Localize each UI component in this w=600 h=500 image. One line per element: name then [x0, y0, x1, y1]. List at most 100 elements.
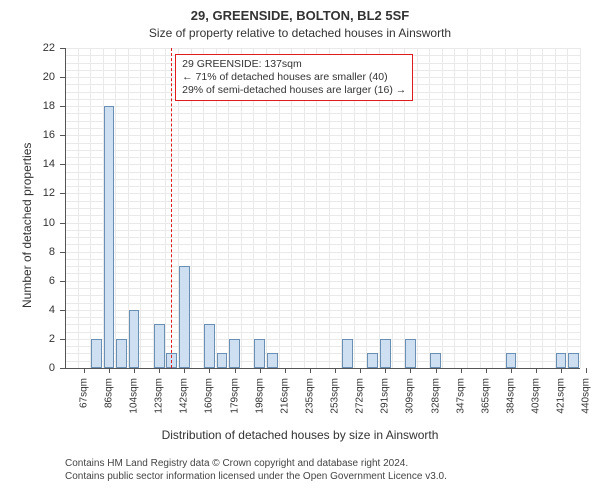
grid-line-vertical: [480, 48, 481, 368]
x-tick-label: 67sqm: [78, 378, 89, 426]
grid-line-horizontal: [65, 121, 580, 122]
grid-line-horizontal: [65, 106, 580, 107]
y-tick-label: 2: [0, 333, 55, 345]
grid-line-vertical: [140, 48, 141, 368]
histogram-bar: [506, 353, 517, 368]
grid-line-horizontal: [65, 324, 580, 325]
grid-line-horizontal: [65, 259, 580, 260]
grid-line-horizontal: [65, 135, 580, 136]
grid-line-horizontal: [65, 361, 580, 362]
y-tick-label: 16: [0, 129, 55, 141]
grid-line-vertical: [417, 48, 418, 368]
y-tick-label: 4: [0, 304, 55, 316]
y-tick-label: 14: [0, 158, 55, 170]
x-tick-label: 235sqm: [304, 378, 315, 426]
grid-line-horizontal: [65, 150, 580, 151]
histogram-bar: [430, 353, 441, 368]
grid-line-vertical: [492, 48, 493, 368]
histogram-bar: [104, 106, 115, 368]
chart-title: 29, GREENSIDE, BOLTON, BL2 5SF: [0, 8, 600, 23]
grid-line-vertical: [153, 48, 154, 368]
x-axis-line: [65, 368, 580, 369]
footnote-line-1: Contains HM Land Registry data © Crown c…: [65, 458, 447, 471]
x-tick-label: 403sqm: [531, 378, 542, 426]
grid-line-vertical: [165, 48, 166, 368]
x-tick-label: 309sqm: [405, 378, 416, 426]
grid-line-vertical: [555, 48, 556, 368]
grid-line-vertical: [90, 48, 91, 368]
x-tick-label: 440sqm: [581, 378, 592, 426]
histogram-bar: [179, 266, 190, 368]
x-tick-label: 198sqm: [254, 378, 265, 426]
x-tick-label: 216sqm: [279, 378, 290, 426]
x-tick-label: 421sqm: [556, 378, 567, 426]
y-tick-label: 6: [0, 275, 55, 287]
callout-line: ← 71% of detached houses are smaller (40…: [182, 71, 406, 84]
grid-line-vertical: [115, 48, 116, 368]
grid-line-horizontal: [65, 143, 580, 144]
x-tick-label: 272sqm: [355, 378, 366, 426]
grid-line-vertical: [542, 48, 543, 368]
grid-line-horizontal: [65, 230, 580, 231]
x-tick-label: 347sqm: [455, 378, 466, 426]
y-axis-line: [65, 48, 66, 368]
callout-box: 29 GREENSIDE: 137sqm← 71% of detached ho…: [175, 54, 413, 101]
grid-line-horizontal: [65, 244, 580, 245]
histogram-bar: [405, 339, 416, 368]
grid-line-vertical: [530, 48, 531, 368]
grid-line-vertical: [442, 48, 443, 368]
grid-line-horizontal: [65, 164, 580, 165]
histogram-bar: [254, 339, 265, 368]
histogram-bar: [342, 339, 353, 368]
footnote: Contains HM Land Registry data © Crown c…: [65, 458, 447, 483]
y-tick-label: 0: [0, 362, 55, 374]
x-tick-label: 123sqm: [154, 378, 165, 426]
x-tick-label: 384sqm: [505, 378, 516, 426]
x-tick-label: 328sqm: [430, 378, 441, 426]
x-tick-label: 86sqm: [103, 378, 114, 426]
x-tick-mark: [586, 368, 587, 373]
y-tick-label: 8: [0, 246, 55, 258]
grid-line-horizontal: [65, 303, 580, 304]
histogram-bar: [267, 353, 278, 368]
chart-subtitle: Size of property relative to detached ho…: [0, 26, 600, 40]
histogram-bar: [91, 339, 102, 368]
x-tick-label: 160sqm: [204, 378, 215, 426]
grid-line-horizontal: [65, 288, 580, 289]
grid-line-horizontal: [65, 179, 580, 180]
grid-line-horizontal: [65, 295, 580, 296]
grid-line-horizontal: [65, 317, 580, 318]
histogram-bar: [380, 339, 391, 368]
grid-line-horizontal: [65, 113, 580, 114]
grid-line-horizontal: [65, 193, 580, 194]
grid-line-horizontal: [65, 310, 580, 311]
grid-line-horizontal: [65, 237, 580, 238]
grid-line-horizontal: [65, 157, 580, 158]
grid-line-horizontal: [65, 128, 580, 129]
grid-line-vertical: [467, 48, 468, 368]
grid-line-horizontal: [65, 281, 580, 282]
histogram-bar: [556, 353, 567, 368]
callout-line: 29% of semi-detached houses are larger (…: [182, 84, 406, 97]
grid-line-horizontal: [65, 266, 580, 267]
histogram-bar: [367, 353, 378, 368]
grid-line-vertical: [567, 48, 568, 368]
histogram-bar: [229, 339, 240, 368]
grid-line-horizontal: [65, 252, 580, 253]
grid-line-vertical: [505, 48, 506, 368]
grid-line-horizontal: [65, 346, 580, 347]
histogram-bar: [116, 339, 127, 368]
x-tick-label: 179sqm: [229, 378, 240, 426]
grid-line-horizontal: [65, 172, 580, 173]
grid-line-horizontal: [65, 186, 580, 187]
grid-line-horizontal: [65, 273, 580, 274]
grid-line-horizontal: [65, 215, 580, 216]
x-tick-label: 142sqm: [179, 378, 190, 426]
histogram-bar: [204, 324, 215, 368]
histogram-bar: [154, 324, 165, 368]
grid-line-vertical: [580, 48, 581, 368]
histogram-bar: [217, 353, 228, 368]
y-tick-label: 12: [0, 187, 55, 199]
x-axis-label: Distribution of detached houses by size …: [0, 428, 600, 442]
marker-line: [171, 48, 172, 368]
